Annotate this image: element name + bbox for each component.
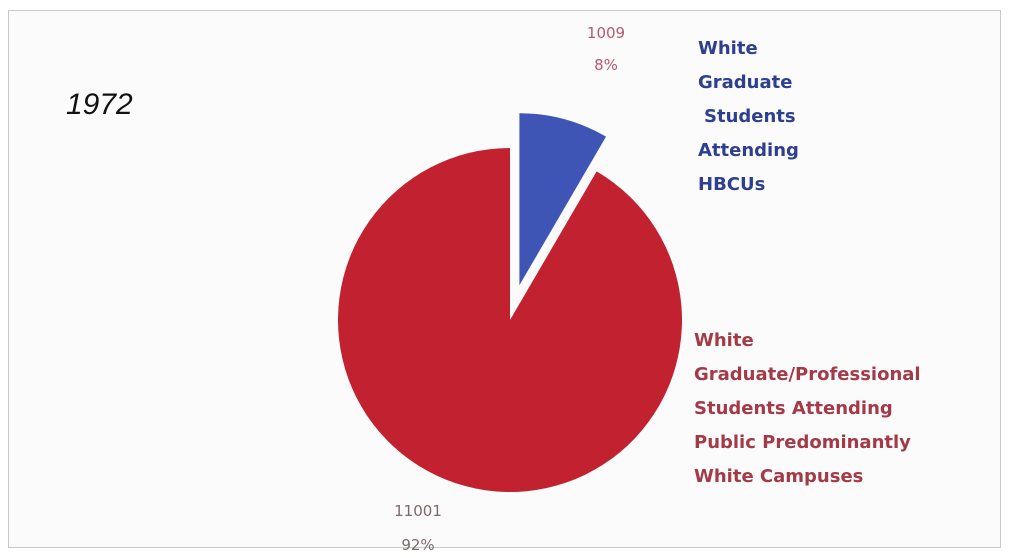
category-label-hbcu-line: Attending	[698, 140, 799, 161]
chart-title: 1972	[66, 88, 133, 121]
category-label-pwi-line: Students Attending	[694, 398, 893, 419]
category-label-hbcu-line: White	[698, 38, 758, 59]
category-label-hbcu-line: Students	[704, 106, 796, 127]
pie-slice-pwi	[338, 148, 682, 492]
category-label-hbcu-line: HBCUs	[698, 174, 765, 195]
pie-labels: 1009 8% 11001 92% White Graduate Students Atten…	[394, 24, 920, 554]
pie-slices	[338, 113, 682, 492]
category-label-pwi-line: Public Predominantly	[694, 432, 911, 453]
data-label-percent-pwi: 92%	[401, 536, 434, 554]
category-label-pwi-line: Graduate/Professional	[694, 364, 921, 385]
data-label-percent-hbcu: 8%	[594, 56, 618, 74]
pie-slice-hbcu	[519, 113, 607, 286]
data-label-value-pwi: 11001	[394, 502, 442, 520]
data-label-value-hbcu: 1009	[587, 24, 625, 42]
category-label-pwi-line: White	[694, 330, 754, 351]
category-label-pwi-line: White Campuses	[694, 466, 863, 487]
category-label-hbcu-line: Graduate	[698, 72, 792, 93]
